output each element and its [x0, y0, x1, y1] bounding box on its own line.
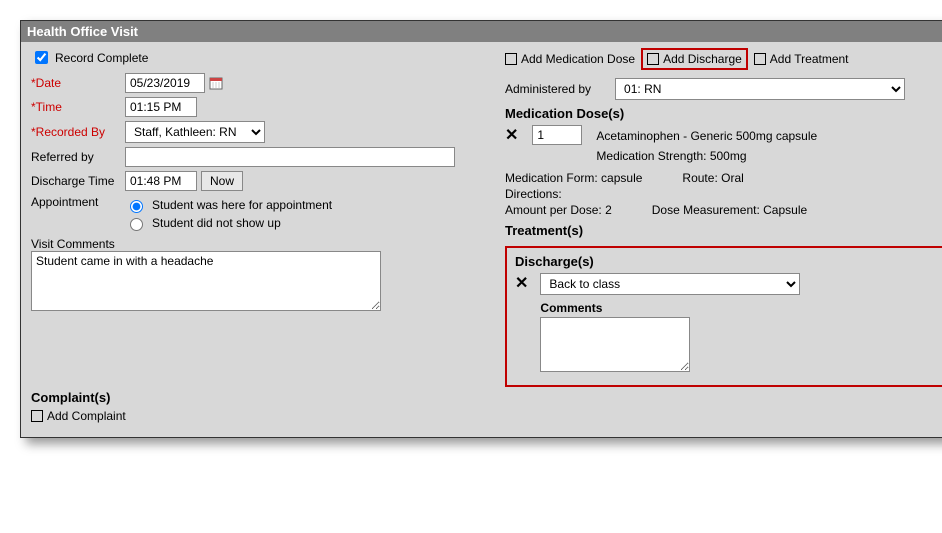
- add-complaint-icon: [31, 410, 43, 422]
- date-label: *Date: [31, 76, 121, 90]
- add-med-dose-icon: [505, 53, 517, 65]
- add-discharge-button[interactable]: Add Discharge: [641, 48, 748, 70]
- dose-qty-input[interactable]: [532, 125, 582, 145]
- administered-by-label: Administered by: [505, 82, 591, 96]
- visit-comments-textarea[interactable]: Student came in with a headache: [31, 251, 381, 311]
- med-amount-value: 2: [605, 203, 612, 217]
- add-complaint-label: Add Complaint: [47, 409, 126, 423]
- add-med-dose-label: Add Medication Dose: [521, 52, 635, 66]
- med-route-value: Oral: [721, 171, 744, 185]
- appointment-opt1-radio[interactable]: [130, 200, 143, 213]
- add-treatment-icon: [754, 53, 766, 65]
- date-input[interactable]: [125, 73, 205, 93]
- referred-by-label: Referred by: [31, 150, 121, 164]
- med-strength-value: 500mg: [710, 149, 747, 163]
- recorded-by-label: *Recorded By: [31, 125, 121, 139]
- complaints-label: Complaint(s): [31, 390, 481, 405]
- health-office-visit-panel: Health Office Visit Record Complete *Dat…: [20, 20, 942, 438]
- medication-doses-label: Medication Dose(s): [505, 106, 942, 121]
- med-strength-label: Medication Strength:: [596, 149, 706, 163]
- medication-name: Acetaminophen - Generic 500mg capsule: [596, 127, 817, 145]
- add-complaint-button[interactable]: Add Complaint: [31, 409, 126, 423]
- appointment-opt2-label: Student did not show up: [152, 216, 281, 230]
- record-complete-label: Record Complete: [55, 51, 148, 65]
- med-meas-label: Dose Measurement:: [652, 203, 760, 217]
- referred-by-input[interactable]: [125, 147, 455, 167]
- discharge-section: Discharge(s) ✕ Back to class Comments: [505, 246, 942, 387]
- administered-by-select[interactable]: 01: RN: [615, 78, 905, 100]
- discharge-select[interactable]: Back to class: [540, 273, 800, 295]
- add-treatment-button[interactable]: Add Treatment: [754, 52, 849, 66]
- left-column: Record Complete *Date *Time *Recorded By…: [31, 48, 481, 425]
- treatments-label: Treatment(s): [505, 223, 942, 238]
- right-column: Add Medication Dose Add Discharge Add Tr…: [499, 48, 942, 425]
- med-form-value: capsule: [601, 171, 642, 185]
- discharge-comments-label: Comments: [540, 301, 800, 315]
- remove-discharge-icon[interactable]: ✕: [515, 273, 528, 293]
- remove-dose-icon[interactable]: ✕: [505, 125, 518, 145]
- discharge-time-input[interactable]: [125, 171, 197, 191]
- appointment-label: Appointment: [31, 195, 121, 209]
- visit-comments-label: Visit Comments: [31, 237, 481, 251]
- appointment-opt1-label: Student was here for appointment: [152, 198, 332, 212]
- recorded-by-select[interactable]: Staff, Kathleen: RN: [125, 121, 265, 143]
- calendar-icon[interactable]: [209, 76, 223, 90]
- record-complete-checkbox[interactable]: [35, 51, 48, 64]
- discharge-comments-textarea[interactable]: [540, 317, 690, 372]
- med-route-label: Route:: [682, 171, 717, 185]
- add-discharge-label: Add Discharge: [663, 52, 742, 66]
- add-medication-dose-button[interactable]: Add Medication Dose: [505, 52, 635, 66]
- time-input[interactable]: [125, 97, 197, 117]
- discharges-label: Discharge(s): [515, 254, 941, 269]
- time-label: *Time: [31, 100, 121, 114]
- med-directions-label: Directions:: [505, 187, 562, 201]
- add-treatment-label: Add Treatment: [770, 52, 849, 66]
- now-button[interactable]: Now: [201, 171, 243, 191]
- appointment-opt2-radio[interactable]: [130, 218, 143, 231]
- add-discharge-icon: [647, 53, 659, 65]
- panel-title: Health Office Visit: [21, 21, 942, 42]
- med-amount-label: Amount per Dose:: [505, 203, 602, 217]
- med-form-label: Medication Form:: [505, 171, 598, 185]
- discharge-time-label: Discharge Time: [31, 174, 121, 188]
- med-meas-value: Capsule: [763, 203, 807, 217]
